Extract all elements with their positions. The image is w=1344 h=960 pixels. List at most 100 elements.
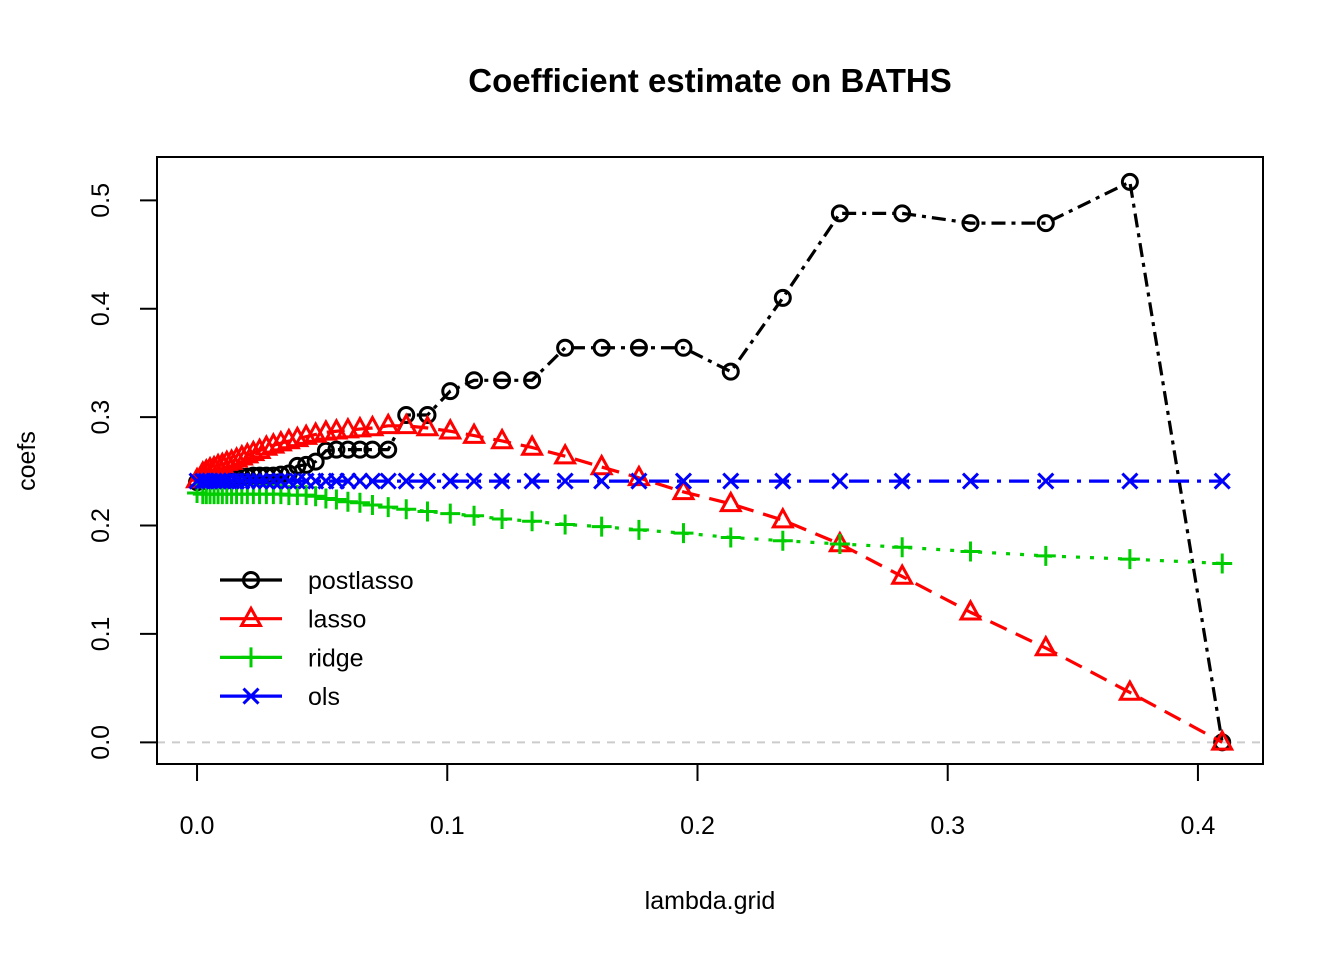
data-point-ols	[257, 472, 275, 490]
data-point-ols	[556, 472, 574, 490]
legend-label: postlasso	[308, 567, 414, 595]
data-point-ridge	[892, 537, 913, 558]
data-point-postlasso	[338, 440, 357, 459]
data-point-ridge	[591, 516, 612, 537]
data-point-lasso	[438, 417, 463, 440]
x-tick-label: 0.3	[930, 812, 965, 840]
y-tick-label: 0.0	[87, 725, 115, 760]
data-point-postlasso	[306, 452, 325, 471]
data-point-ridge	[960, 541, 981, 562]
data-point-postlasso	[961, 214, 980, 233]
data-point-lasso	[1033, 634, 1058, 657]
legend: postlasso lasso ridge ols	[220, 567, 414, 711]
data-point-postlasso	[397, 405, 416, 424]
series-ols	[188, 472, 1231, 490]
legend-marker-lasso	[239, 605, 263, 627]
data-point-ridge	[326, 489, 347, 510]
data-point-ols	[831, 472, 849, 490]
data-point-lasso	[210, 451, 235, 474]
data-point-lasso	[261, 431, 286, 454]
y-axis: 0.0 0.1 0.2 0.3 0.4 0.5	[87, 183, 158, 760]
legend-label: lasso	[308, 606, 366, 634]
data-point-ols	[418, 472, 437, 490]
data-point-ridge	[305, 486, 326, 507]
data-point-ridge	[1119, 549, 1140, 570]
x-tick-label: 0.0	[180, 812, 215, 840]
data-point-lasso	[285, 425, 310, 448]
data-point-postlasso	[523, 371, 542, 390]
data-point-postlasso	[556, 338, 575, 357]
legend-item-ridge: ridge	[220, 644, 364, 672]
data-point-ols	[722, 472, 740, 490]
y-tick-label: 0.1	[87, 617, 115, 652]
data-point-lasso	[520, 434, 545, 456]
data-point-ridge	[555, 514, 576, 535]
data-point-ols	[1213, 472, 1231, 490]
legend-item-lasso: lasso	[220, 605, 366, 634]
data-point-ols	[251, 472, 269, 490]
data-point-lasso	[276, 427, 301, 450]
legend-label: ols	[308, 683, 340, 711]
data-point-ridge	[492, 509, 513, 530]
data-point-lasso	[958, 598, 983, 621]
data-point-ridge	[720, 527, 741, 548]
data-point-lasso	[671, 478, 696, 501]
legend-marker-ols	[242, 687, 260, 705]
data-point-lasso	[335, 416, 360, 439]
x-axis: 0.0 0.1 0.2 0.3 0.4	[180, 763, 1215, 840]
x-tick-label: 0.1	[430, 812, 465, 840]
data-point-ols	[465, 472, 483, 490]
series-lasso	[185, 412, 1235, 751]
data-point-postlasso	[1120, 172, 1139, 191]
data-point-lasso	[376, 412, 401, 435]
data-point-lasso	[890, 563, 915, 585]
data-point-lasso	[553, 442, 578, 465]
legend-marker-ridge	[241, 647, 261, 668]
y-tick-label: 0.4	[87, 291, 115, 326]
data-point-postlasso	[465, 371, 484, 390]
y-axis-label: coefs	[13, 431, 41, 491]
data-point-ridge	[440, 503, 461, 524]
legend-item-ols: ols	[220, 683, 340, 711]
y-tick-label: 0.3	[87, 400, 115, 435]
legend-marker-postlasso	[242, 571, 260, 589]
data-point-lasso	[770, 506, 795, 529]
x-axis-label: lambda.grid	[645, 887, 776, 915]
data-point-ridge	[396, 499, 417, 520]
data-point-ridge	[673, 523, 694, 544]
data-point-ridge	[417, 501, 438, 522]
data-point-ols	[961, 472, 980, 490]
data-point-ols	[774, 472, 792, 490]
data-point-lasso	[360, 414, 385, 437]
data-point-postlasso	[327, 440, 346, 459]
data-point-ols	[493, 472, 511, 490]
chart-title: Coefficient estimate on BATHS	[468, 62, 951, 99]
data-point-lasso	[718, 490, 743, 513]
data-point-ols	[238, 472, 256, 490]
data-point-postlasso	[773, 288, 792, 307]
data-point-postlasso	[316, 441, 335, 460]
data-point-postlasso	[674, 338, 693, 357]
legend-item-postlasso: postlasso	[220, 567, 414, 595]
data-point-ridge	[378, 497, 399, 518]
data-point-ridge	[772, 530, 793, 551]
data-point-lasso	[415, 414, 440, 437]
data-point-lasso	[394, 412, 419, 435]
data-point-lasso	[347, 415, 372, 438]
data-point-ols	[593, 472, 611, 490]
data-point-lasso	[1210, 728, 1235, 751]
data-point-postlasso	[297, 455, 316, 474]
data-point-lasso	[1117, 679, 1142, 701]
data-point-postlasso	[1036, 214, 1055, 233]
data-point-postlasso	[418, 405, 437, 424]
data-point-ols	[441, 472, 459, 490]
data-point-ols	[351, 472, 369, 490]
data-point-postlasso	[493, 371, 512, 390]
data-point-ridge	[464, 505, 485, 526]
data-point-ridge	[1035, 545, 1056, 566]
data-point-ols	[523, 472, 541, 490]
data-point-postlasso	[350, 440, 369, 459]
data-point-postlasso	[379, 440, 398, 459]
data-point-ols	[397, 472, 415, 490]
